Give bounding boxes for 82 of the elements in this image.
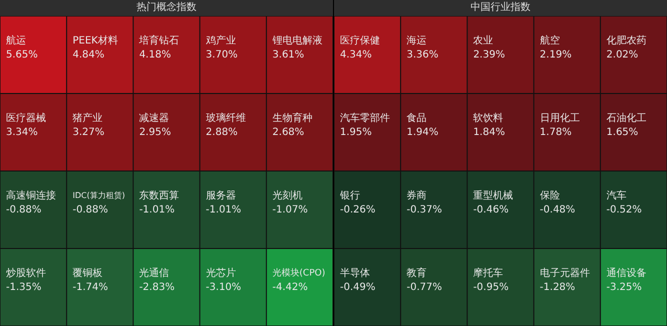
category-label: IDC(算力租赁) (72, 190, 125, 200)
category-label: 医疗保健 (340, 34, 380, 46)
data-label: -0.95% (473, 282, 509, 293)
data-label: 3.36% (406, 49, 438, 60)
category-label: 软饮料 (473, 112, 504, 124)
data-label: 3.70% (206, 49, 238, 60)
category-label: 光模块(CPO) (272, 268, 326, 279)
data-label: -0.77% (406, 282, 442, 293)
data-label: -1.07% (272, 204, 308, 216)
data-label: -1.74% (72, 282, 108, 293)
category-label: 通信设备 (606, 266, 646, 279)
data-label: 1.95% (340, 126, 372, 138)
data-label: -3.25% (606, 282, 642, 293)
category-label: 光刻机 (272, 189, 302, 202)
category-label: 光通信 (139, 266, 170, 279)
category-label: 海运 (406, 34, 427, 46)
data-label: 5.65% (6, 49, 38, 60)
category-label: 航运 (6, 34, 26, 46)
data-label: -2.83% (139, 282, 175, 293)
category-label: 锂电电解液 (271, 34, 322, 46)
data-label: -0.37% (406, 204, 442, 216)
data-label: -0.48% (540, 204, 576, 216)
data-label: -4.42% (272, 282, 308, 293)
data-label: -0.52% (606, 204, 642, 216)
category-label: 重型机械 (473, 189, 514, 202)
data-label: -3.10% (206, 282, 242, 293)
text: 中国行业指数 (334, 0, 667, 16)
data-label: 2.02% (606, 49, 638, 60)
category-label: 教育 (406, 266, 427, 279)
category-label: 服务器 (206, 189, 236, 202)
data-label: 1.65% (606, 126, 638, 138)
category-label: 生物育种 (272, 112, 312, 124)
category-label: 炒股软件 (6, 266, 46, 279)
category-label: 鸡产业 (204, 34, 236, 46)
data-label: 3.61% (272, 49, 304, 60)
data-label: -0.88% (72, 204, 108, 216)
category-label: 减速器 (139, 112, 170, 124)
data-label: 2.95% (139, 126, 171, 138)
data-label: -1.01% (139, 204, 175, 216)
category-label: 航空 (540, 34, 560, 46)
data-label: 2.19% (540, 49, 572, 60)
category-label: 银行 (339, 190, 360, 202)
category-label: 食品 (406, 112, 427, 124)
data-label: -0.88% (6, 204, 42, 216)
data-label: 2.39% (473, 49, 505, 60)
category-label: PEEK材料 (72, 34, 118, 46)
data-label: 2.88% (206, 126, 238, 138)
data-label: -1.35% (6, 282, 42, 293)
data-label: 1.84% (473, 126, 505, 138)
category-label: 汽车 (606, 189, 626, 202)
category-label: 东数西算 (139, 189, 180, 202)
data-label: -1.01% (206, 204, 242, 216)
category-label: 日用化工 (540, 112, 580, 124)
category-label: 高速铜连接 (6, 189, 56, 202)
data-label: -0.49% (340, 282, 376, 293)
data-label: 3.27% (72, 126, 104, 138)
category-label: 医疗器械 (6, 112, 46, 124)
category-label: 摩托车 (473, 266, 504, 279)
category-label: 覆铜板 (72, 266, 103, 279)
category-label: 半导体 (340, 266, 370, 279)
category-label: 玻璃纤维 (206, 112, 246, 124)
data-label: 4.84% (72, 49, 104, 60)
data-label: 4.34% (340, 49, 372, 60)
category-label: 券商 (406, 189, 427, 202)
category-label: 化肥农药 (606, 34, 646, 46)
category-label: 汽车零部件 (340, 112, 390, 124)
data-label: -1.28% (540, 282, 576, 293)
data-label: 1.78% (540, 126, 572, 138)
category-label: 石油化工 (606, 112, 646, 124)
data-label: 1.94% (406, 126, 438, 138)
category-label: 保险 (540, 189, 560, 202)
category-label: 农业 (473, 34, 494, 46)
category-label: 光芯片 (206, 266, 236, 279)
text: 热门概念指数 (0, 0, 333, 16)
data-label: 2.68% (272, 126, 304, 138)
data-label: -0.26% (340, 204, 376, 216)
data-label: -0.46% (473, 204, 509, 216)
category-label: 培育钻石 (138, 34, 180, 46)
data-label: 3.34% (6, 126, 38, 138)
category-label: 猪产业 (72, 112, 103, 124)
data-label: 4.18% (139, 49, 171, 60)
category-label: 电子元器件 (540, 266, 590, 279)
